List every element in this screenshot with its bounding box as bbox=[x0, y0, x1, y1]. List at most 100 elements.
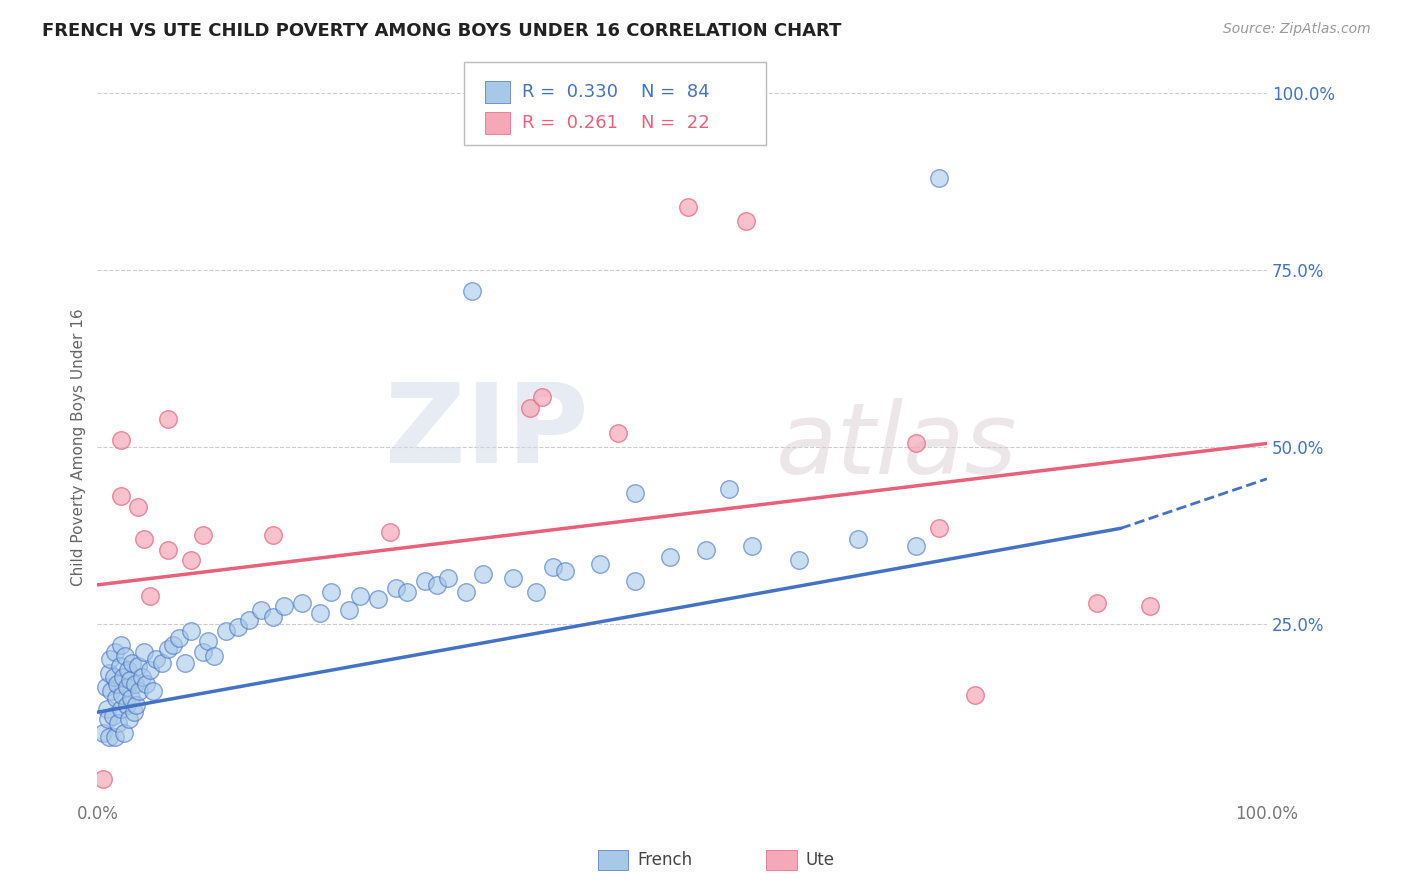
Point bbox=[156, 641, 179, 656]
Point bbox=[121, 656, 143, 670]
Point bbox=[98, 652, 121, 666]
Point bbox=[695, 542, 717, 557]
Point bbox=[111, 688, 134, 702]
Point bbox=[122, 705, 145, 719]
Point bbox=[250, 602, 273, 616]
Point bbox=[308, 606, 330, 620]
Point bbox=[378, 524, 401, 539]
Point bbox=[437, 571, 460, 585]
Point bbox=[117, 663, 139, 677]
Point bbox=[337, 602, 360, 616]
Point bbox=[174, 656, 197, 670]
Point bbox=[262, 528, 284, 542]
Point bbox=[606, 425, 628, 440]
Point bbox=[107, 715, 129, 730]
Point bbox=[226, 620, 249, 634]
Point bbox=[142, 684, 165, 698]
Point bbox=[101, 708, 124, 723]
Point bbox=[118, 712, 141, 726]
Point bbox=[1085, 596, 1108, 610]
Point bbox=[215, 624, 238, 638]
Point bbox=[139, 589, 162, 603]
Point bbox=[110, 638, 132, 652]
Point bbox=[659, 549, 682, 564]
Point bbox=[156, 542, 179, 557]
Text: R =  0.330    N =  84: R = 0.330 N = 84 bbox=[522, 83, 709, 101]
Point bbox=[98, 666, 121, 681]
Point bbox=[676, 200, 699, 214]
Point bbox=[94, 681, 117, 695]
Point bbox=[139, 663, 162, 677]
Point bbox=[150, 656, 173, 670]
Point bbox=[524, 585, 547, 599]
Point bbox=[115, 681, 138, 695]
Point bbox=[846, 532, 869, 546]
Point bbox=[127, 659, 149, 673]
Text: atlas: atlas bbox=[776, 399, 1018, 495]
Point bbox=[530, 391, 553, 405]
Point bbox=[112, 726, 135, 740]
Point bbox=[110, 433, 132, 447]
Point bbox=[162, 638, 184, 652]
Point bbox=[145, 652, 167, 666]
Point bbox=[928, 171, 950, 186]
Point bbox=[472, 567, 495, 582]
Point bbox=[717, 483, 740, 497]
Point bbox=[191, 528, 214, 542]
Point bbox=[928, 521, 950, 535]
Point bbox=[127, 500, 149, 515]
Point bbox=[104, 730, 127, 744]
Point bbox=[787, 553, 810, 567]
Point bbox=[134, 532, 156, 546]
Point bbox=[120, 691, 142, 706]
Point bbox=[191, 645, 214, 659]
Point bbox=[125, 698, 148, 713]
Point bbox=[262, 609, 284, 624]
Point bbox=[963, 688, 986, 702]
Point bbox=[104, 645, 127, 659]
Point bbox=[114, 648, 136, 663]
Point bbox=[98, 730, 121, 744]
Point bbox=[96, 701, 118, 715]
Text: French: French bbox=[637, 851, 692, 869]
Text: R =  0.261    N =  22: R = 0.261 N = 22 bbox=[522, 114, 710, 132]
Point bbox=[273, 599, 295, 614]
Point bbox=[589, 557, 612, 571]
Point bbox=[128, 684, 150, 698]
Point bbox=[112, 670, 135, 684]
Point bbox=[167, 631, 190, 645]
Point bbox=[134, 645, 156, 659]
Point bbox=[396, 585, 419, 599]
Point bbox=[735, 213, 758, 227]
Point bbox=[120, 673, 142, 688]
Point bbox=[105, 677, 128, 691]
Point bbox=[156, 411, 179, 425]
Point bbox=[905, 539, 928, 553]
Point bbox=[91, 726, 114, 740]
Point bbox=[131, 670, 153, 684]
Point bbox=[624, 486, 647, 500]
Point bbox=[1139, 599, 1161, 614]
Point bbox=[110, 490, 132, 504]
Point bbox=[202, 648, 225, 663]
Point bbox=[905, 436, 928, 450]
Y-axis label: Child Poverty Among Boys Under 16: Child Poverty Among Boys Under 16 bbox=[72, 308, 86, 586]
Point bbox=[519, 401, 541, 416]
Point bbox=[103, 670, 125, 684]
Text: Ute: Ute bbox=[806, 851, 835, 869]
Point bbox=[238, 613, 260, 627]
Point bbox=[97, 712, 120, 726]
Point bbox=[425, 578, 447, 592]
Text: Source: ZipAtlas.com: Source: ZipAtlas.com bbox=[1223, 22, 1371, 37]
Point bbox=[180, 624, 202, 638]
Point bbox=[91, 772, 114, 787]
Point bbox=[349, 589, 371, 603]
Point bbox=[100, 684, 122, 698]
Point bbox=[197, 634, 219, 648]
Point bbox=[460, 285, 482, 299]
Point bbox=[108, 659, 131, 673]
Point bbox=[454, 585, 477, 599]
Point bbox=[413, 574, 436, 589]
Point bbox=[543, 560, 565, 574]
Point bbox=[135, 677, 157, 691]
